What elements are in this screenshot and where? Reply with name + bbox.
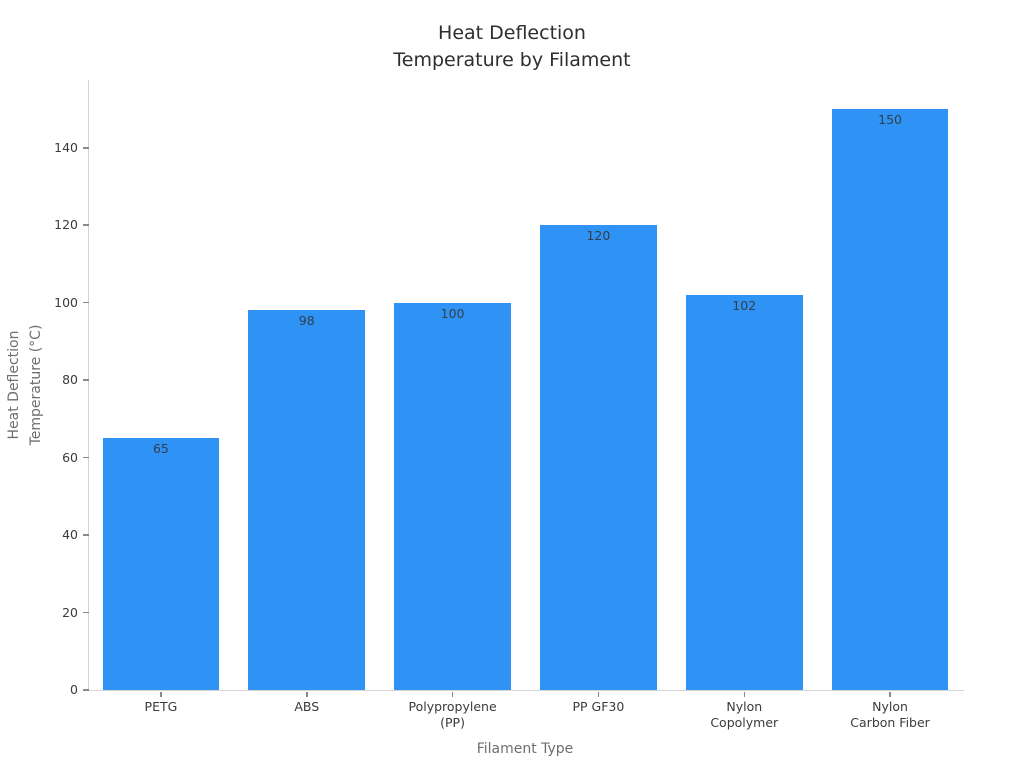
bar: 150: [831, 109, 949, 690]
y-tick-mark: [83, 456, 89, 459]
x-tick-label: Polypropylene (PP): [408, 699, 497, 730]
y-tick-label: 80: [62, 372, 78, 388]
bar: 120: [540, 225, 657, 690]
x-tick-mark: [597, 691, 600, 697]
x-tick-mark: [889, 691, 891, 697]
x-tick-label: Nylon Carbon Fiber: [850, 699, 930, 730]
bar: 65: [102, 438, 220, 690]
bar: 100: [394, 302, 511, 690]
x-tick-label: ABS: [294, 699, 320, 714]
bar-value-label: 100: [440, 305, 465, 321]
y-tick-mark: [83, 379, 89, 381]
x-tick-label: Nylon Copolymer: [710, 699, 779, 730]
x-tick-mark: [306, 691, 308, 697]
y-tick-mark: [83, 301, 89, 304]
y-tick-mark: [83, 611, 89, 614]
x-tick-mark: [160, 691, 162, 697]
y-tick-label: 140: [54, 139, 78, 155]
x-axis-title: Filament Type: [476, 741, 574, 757]
y-tick-label: 20: [62, 604, 78, 620]
x-tick-mark: [451, 691, 454, 697]
x-tick-mark: [743, 691, 745, 697]
y-tick-mark: [83, 224, 89, 226]
y-tick-label: 100: [54, 294, 78, 310]
y-tick-mark: [83, 534, 89, 536]
y-tick-label: 60: [62, 449, 78, 465]
bar: 102: [685, 294, 803, 690]
y-tick-mark: [83, 147, 89, 149]
bar-value-label: 98: [298, 313, 315, 329]
y-tick-mark: [83, 689, 89, 691]
y-tick-label: 120: [54, 217, 78, 233]
bar-value-label: 102: [732, 297, 757, 313]
bar-value-label: 65: [152, 441, 169, 457]
x-tick-label: PP GF30: [572, 699, 625, 714]
bar-value-label: 120: [586, 228, 611, 244]
x-tick-label: PETG: [144, 699, 178, 714]
y-tick-label: 0: [70, 682, 78, 697]
bar-value-label: 150: [878, 112, 902, 128]
bar: 98: [248, 310, 366, 690]
chart-title: Heat Deflection Temperature by Filament: [393, 22, 631, 71]
plot-area: [88, 80, 964, 691]
y-tick-label: 40: [62, 527, 78, 543]
